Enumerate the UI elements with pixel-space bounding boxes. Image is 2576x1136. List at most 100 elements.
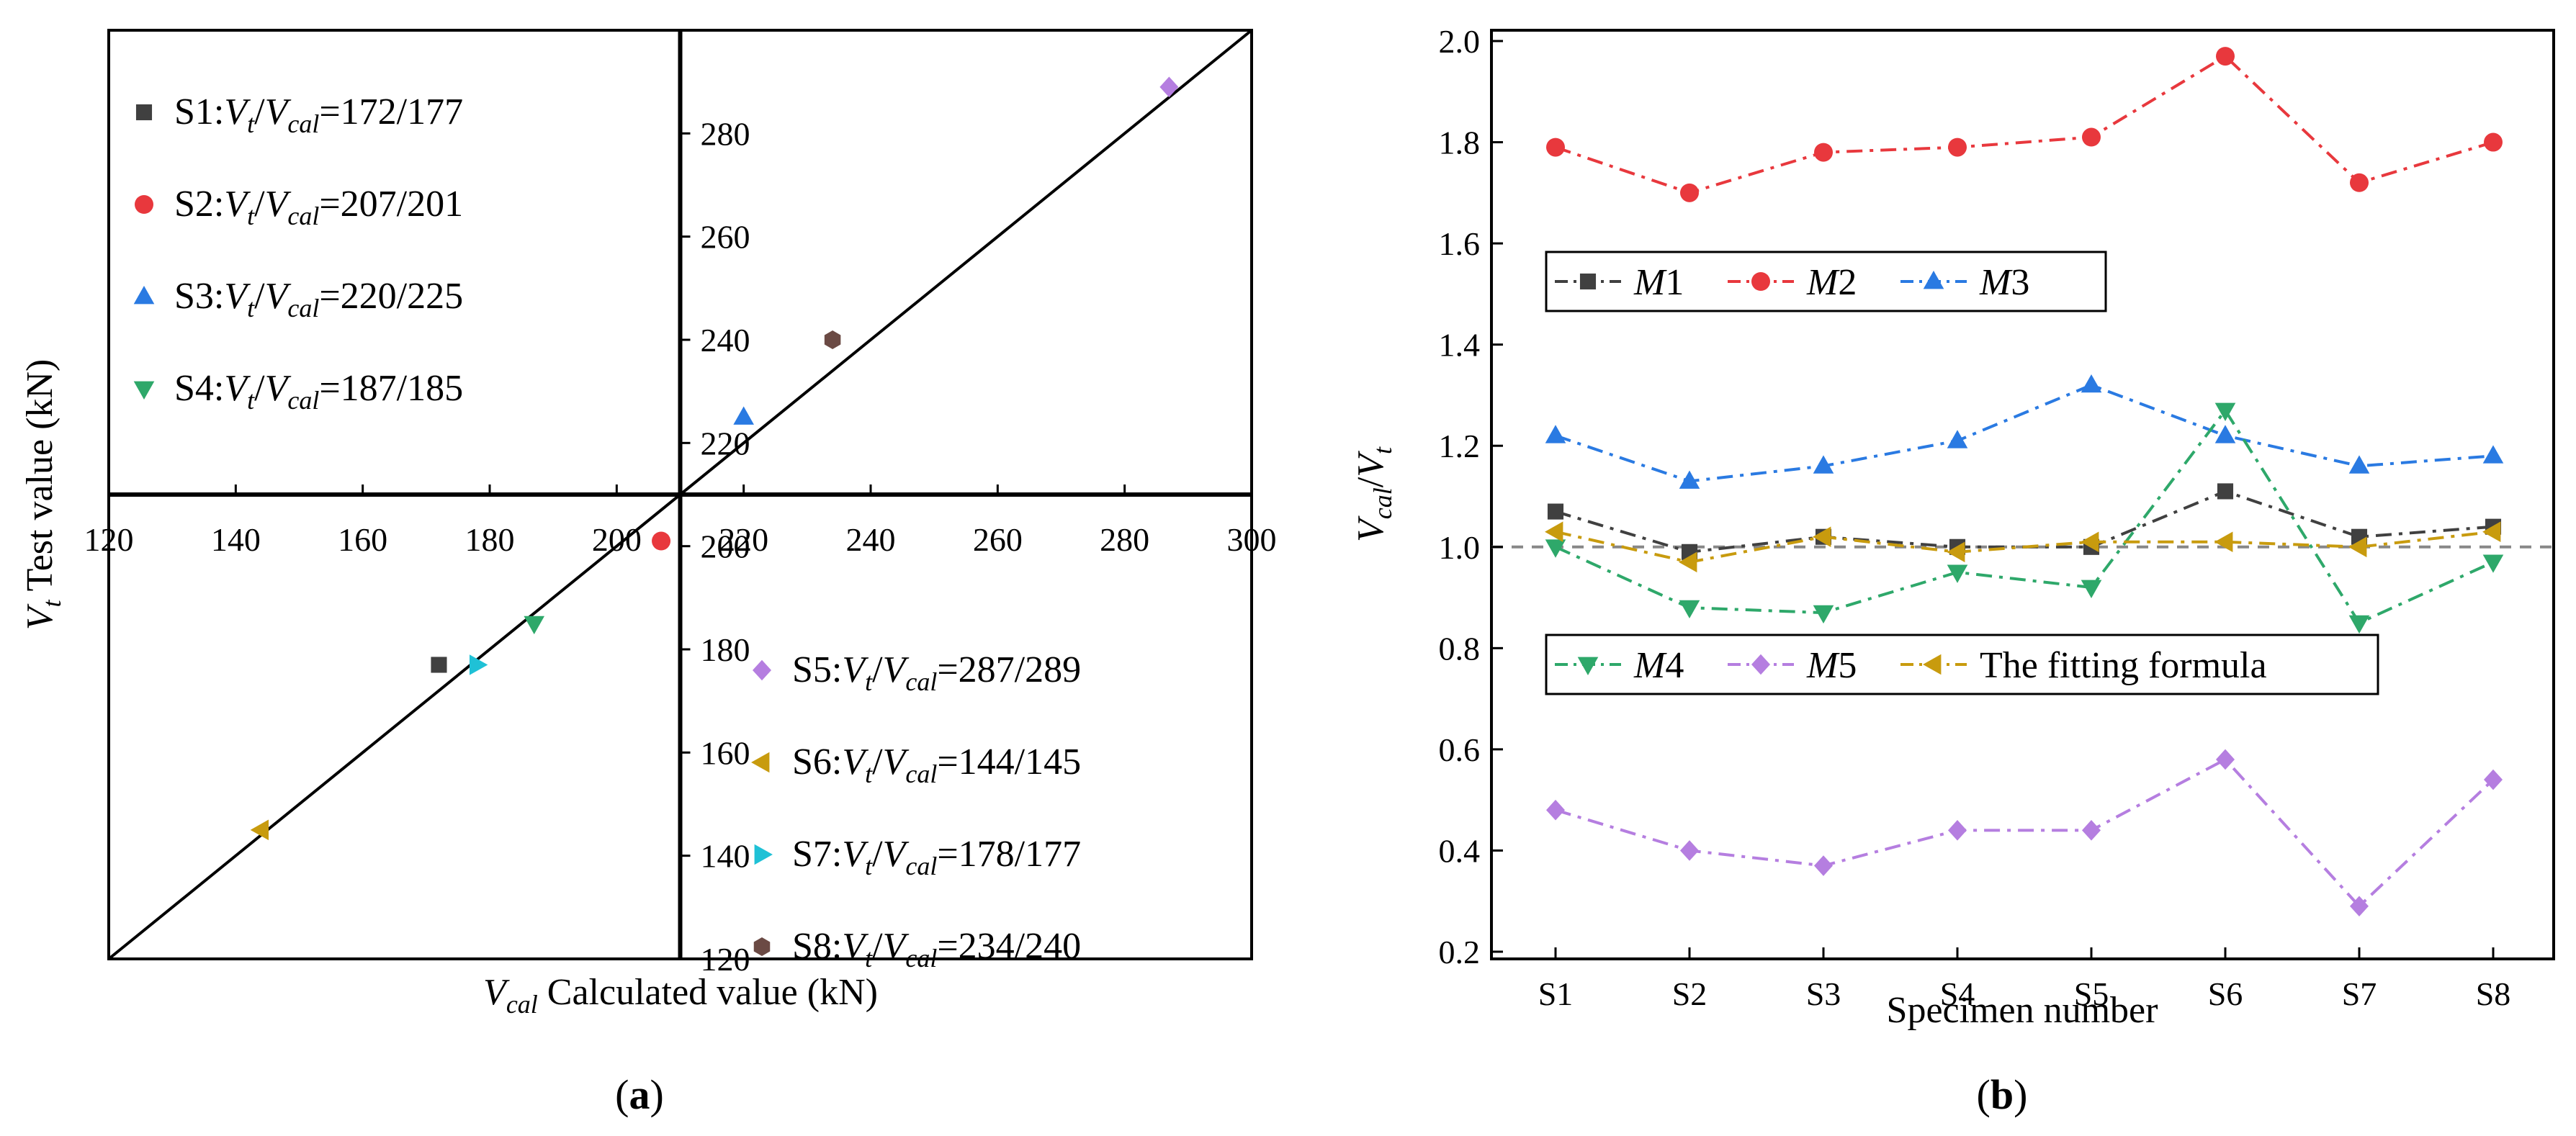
x-tick-label-s8: S8 — [2476, 975, 2511, 1012]
point-m3-s1 — [1545, 425, 1566, 443]
point-the-fitting-formula-s3 — [1813, 526, 1831, 548]
y-tick-label: 2.0 — [1439, 23, 1481, 60]
legend-marker-s4 — [133, 381, 155, 400]
point-m4-s7 — [2348, 615, 2370, 634]
legend-marker-s6 — [751, 752, 770, 773]
point-m2-s2 — [1680, 183, 1699, 202]
legend-marker-m4 — [1577, 657, 1599, 675]
x-tick-label: 200 — [592, 521, 642, 558]
point-m5-s2 — [1680, 840, 1699, 861]
point-s1 — [431, 657, 447, 673]
point-m5-s5 — [2082, 820, 2101, 841]
legend-label-s4: S4:Vt/Vcal=187/185 — [174, 368, 463, 415]
panel-b-legends: M1 M2 M3 M4 M5 The fitting formula — [1545, 251, 2379, 695]
point-the-fitting-formula-s7 — [2348, 536, 2367, 558]
y-tick-label: 220 — [701, 425, 750, 461]
panel-b-y-axis-title: Vcal/Vt — [1350, 446, 1397, 542]
point-m4-s5 — [2081, 580, 2102, 598]
panel-a-legend-top-left: S1:Vt/Vcal=172/177 S2:Vt/Vcal=207/201 S3:V… — [133, 91, 463, 415]
point-m2-s3 — [1814, 143, 1833, 162]
panel-b-label: (b) — [1977, 1071, 2028, 1118]
x-tick-label-s6: S6 — [2208, 975, 2243, 1012]
point-the-fitting-formula-s1 — [1545, 521, 1563, 542]
legend-marker-m2 — [1751, 272, 1770, 291]
panel-b-frame — [1490, 29, 2555, 960]
legend-label-s6: S6:Vt/Vcal=144/145 — [792, 741, 1081, 788]
legend-label-s5: S5:Vt/Vcal=287/289 — [792, 649, 1081, 696]
series-line-the-fitting-formula — [1555, 530, 2494, 564]
panel-a-y-axis-title: Vt Test value (kN) — [19, 359, 66, 631]
x-tick-label: 220 — [719, 521, 768, 558]
point-the-fitting-formula-s2 — [1679, 551, 1697, 573]
panel-b-x-tick-labels: S1 S2 S3 S4 S5 S6 S7 S8 — [1538, 947, 2511, 1012]
point-m3-s5 — [2081, 374, 2102, 393]
x-tick-label-s1: S1 — [1538, 975, 1574, 1012]
point-s7 — [469, 654, 488, 675]
point-m4-s2 — [1679, 600, 1700, 619]
legend-label-m5: M5 — [1806, 645, 1857, 686]
y-tick-label: 180 — [701, 631, 750, 668]
point-m4-s1 — [1545, 539, 1566, 558]
x-tick-label-s7: S7 — [2342, 975, 2377, 1012]
legend-label-m4: M4 — [1633, 645, 1684, 686]
legend-label-the-fitting-formula: The fitting formula — [1980, 645, 2267, 686]
legend-marker-s3 — [133, 286, 155, 305]
x-tick-label: 160 — [338, 521, 387, 558]
point-m2-s6 — [2216, 47, 2235, 66]
y-tick-label: 240 — [701, 322, 750, 359]
point-m4-s4 — [1947, 564, 1968, 583]
y-tick-label: 0.8 — [1439, 630, 1481, 667]
legend-marker-m1 — [1579, 273, 1597, 290]
series-line-m5 — [1555, 757, 2495, 909]
point-m2-s1 — [1546, 138, 1565, 157]
x-tick-label: 280 — [1100, 521, 1149, 558]
y-tick-label: 1.0 — [1439, 529, 1481, 566]
point-m2-s4 — [1948, 138, 1967, 157]
legend-marker-s5 — [753, 659, 771, 681]
point-s8 — [824, 330, 841, 349]
legend-marker-s2 — [135, 195, 153, 214]
legend-marker-s7 — [754, 844, 773, 865]
point-m1-s1 — [1547, 503, 1564, 520]
legend-label-s3: S3:Vt/Vcal=220/225 — [174, 276, 463, 323]
y-tick-label: 280 — [701, 115, 750, 152]
panel-b-series — [1545, 47, 2504, 917]
point-s4 — [524, 616, 545, 635]
point-m4-s8 — [2482, 554, 2504, 573]
panel-a-y-tick-labels: 120 140 160 180 200 220 240 260 280 — [701, 115, 750, 978]
x-tick-label: 180 — [465, 521, 515, 558]
series-line-m4 — [1555, 407, 2494, 625]
point-m5-s8 — [2484, 769, 2503, 790]
y-tick-label: 1.6 — [1439, 225, 1481, 262]
legend-marker-m3 — [1923, 271, 1944, 289]
point-s5 — [1159, 76, 1179, 98]
y-tick-label: 1.8 — [1439, 125, 1481, 161]
legend-box-1 — [1545, 251, 2107, 312]
y-tick-label: 0.2 — [1439, 934, 1481, 970]
point-the-fitting-formula-s4 — [1947, 541, 1965, 563]
panel-a-points — [250, 76, 1179, 841]
y-tick-label: 200 — [701, 528, 750, 565]
panel-a-axes — [107, 30, 1253, 960]
legend-label-m3: M3 — [1979, 262, 2029, 303]
x-tick-label-s5: S5 — [2074, 975, 2109, 1012]
x-tick-label: 300 — [1227, 521, 1277, 558]
point-the-fitting-formula-s5 — [2081, 531, 2099, 553]
point-m2-s7 — [2350, 173, 2369, 192]
legend-marker-s8 — [753, 937, 771, 956]
y-tick-label: 1.2 — [1439, 428, 1481, 464]
panel-a-legend-bottom-right: S5:Vt/Vcal=287/289 S6:Vt/Vcal=144/145 S7:V… — [751, 649, 1081, 973]
panel-b-x-axis-title: Specimen number — [1887, 990, 2158, 1031]
point-m4-s6 — [2214, 402, 2236, 421]
y-tick-label: 0.6 — [1439, 731, 1481, 768]
legend-label-m1: M1 — [1633, 262, 1684, 303]
x-tick-label: 240 — [846, 521, 896, 558]
point-m1-s6 — [2217, 483, 2234, 500]
point-m2-s8 — [2484, 132, 2503, 152]
point-m3-s7 — [2348, 455, 2370, 474]
panel-a-label: (a) — [615, 1071, 664, 1118]
point-m5-s7 — [2350, 896, 2369, 917]
point-m3-s4 — [1947, 430, 1968, 448]
x-tick-label: 120 — [84, 521, 134, 558]
legend-label-s1: S1:Vt/Vcal=172/177 — [174, 91, 463, 138]
